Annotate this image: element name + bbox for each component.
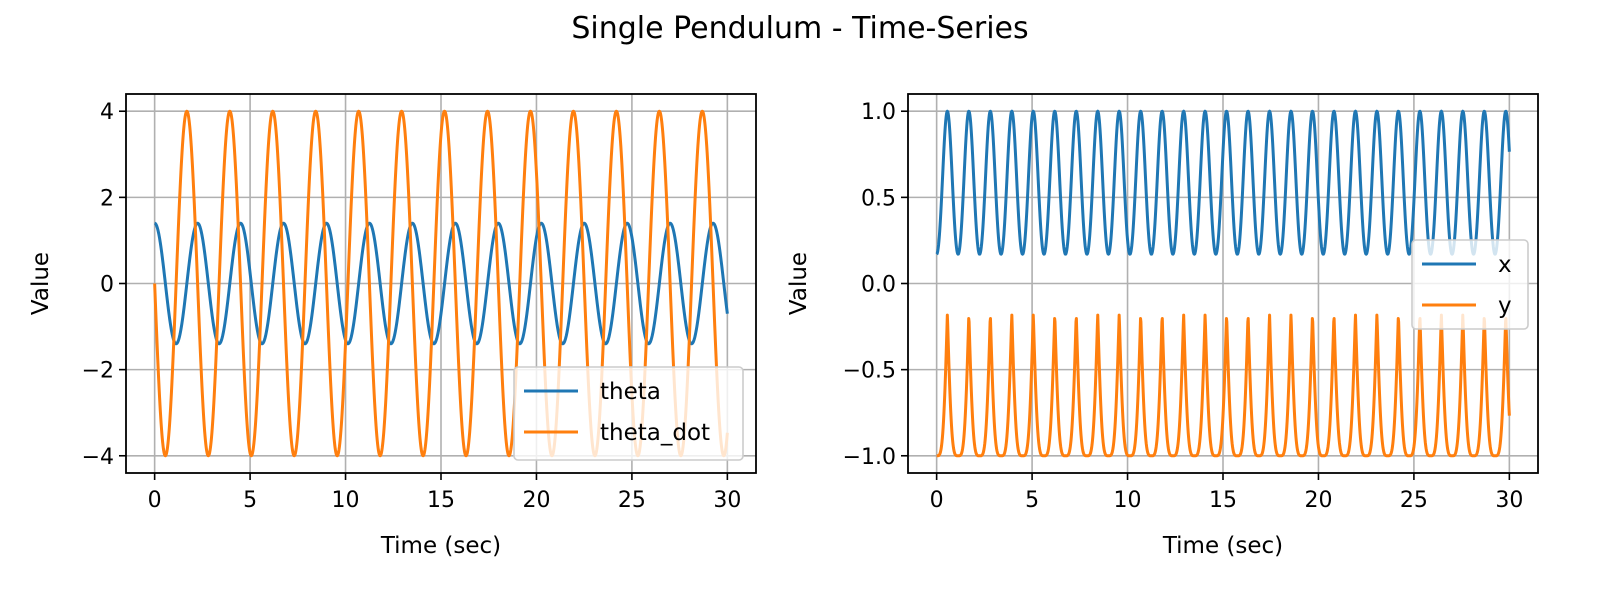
x-tick-label: 25 bbox=[1400, 488, 1428, 513]
series-line-x bbox=[935, 109, 1511, 256]
y-tick-label: −4 bbox=[82, 445, 114, 470]
x-tick-label: 5 bbox=[1025, 488, 1039, 513]
y-tick-label: 0.5 bbox=[861, 186, 896, 211]
y-axis-label: Value bbox=[28, 252, 54, 315]
legend: xy bbox=[1411, 239, 1529, 330]
series-line-y bbox=[935, 313, 1511, 458]
series-line-theta bbox=[153, 221, 729, 346]
x-tick-label: 5 bbox=[243, 488, 257, 513]
x-tick-label: 15 bbox=[1209, 488, 1237, 513]
y-axis-label: Value bbox=[786, 252, 812, 315]
right-chart: 0 5 10 15 20 25 30 −1.0 −0.5 0.0 0.5 1.0 Time (sec) V… bbox=[786, 93, 1539, 559]
x-tick-label: 15 bbox=[427, 488, 455, 513]
legend-label-theta: theta bbox=[600, 379, 661, 405]
x-tick-label: 30 bbox=[713, 488, 741, 513]
legend-label-y: y bbox=[1498, 293, 1512, 319]
y-tick-label: 1.0 bbox=[861, 100, 896, 125]
x-tick-label: 0 bbox=[930, 488, 944, 513]
y-tick-label: −2 bbox=[82, 359, 114, 384]
x-tick-label: 0 bbox=[148, 488, 162, 513]
y-tick-label: 0.0 bbox=[861, 273, 896, 298]
y-tick-label: 0 bbox=[100, 273, 114, 298]
legend-label-x: x bbox=[1498, 252, 1512, 278]
figure-title: Single Pendulum - Time-Series bbox=[571, 11, 1028, 46]
x-tick-label: 10 bbox=[1114, 488, 1142, 513]
y-tick-label: 4 bbox=[100, 100, 114, 125]
legend: theta theta_dot bbox=[513, 366, 744, 461]
legend-label-theta-dot: theta_dot bbox=[600, 420, 710, 446]
legend-box bbox=[1411, 239, 1529, 330]
y-tick-label: −0.5 bbox=[843, 359, 896, 384]
x-axis-label: Time (sec) bbox=[1162, 533, 1283, 559]
y-tick-label: 2 bbox=[100, 186, 114, 211]
x-axis-label: Time (sec) bbox=[380, 533, 501, 559]
x-tick-label: 10 bbox=[332, 488, 360, 513]
x-tick-label: 20 bbox=[522, 488, 550, 513]
y-tick-label: −1.0 bbox=[843, 445, 896, 470]
x-tick-label: 30 bbox=[1495, 488, 1523, 513]
x-tick-label: 25 bbox=[618, 488, 646, 513]
x-tick-label: 20 bbox=[1304, 488, 1332, 513]
